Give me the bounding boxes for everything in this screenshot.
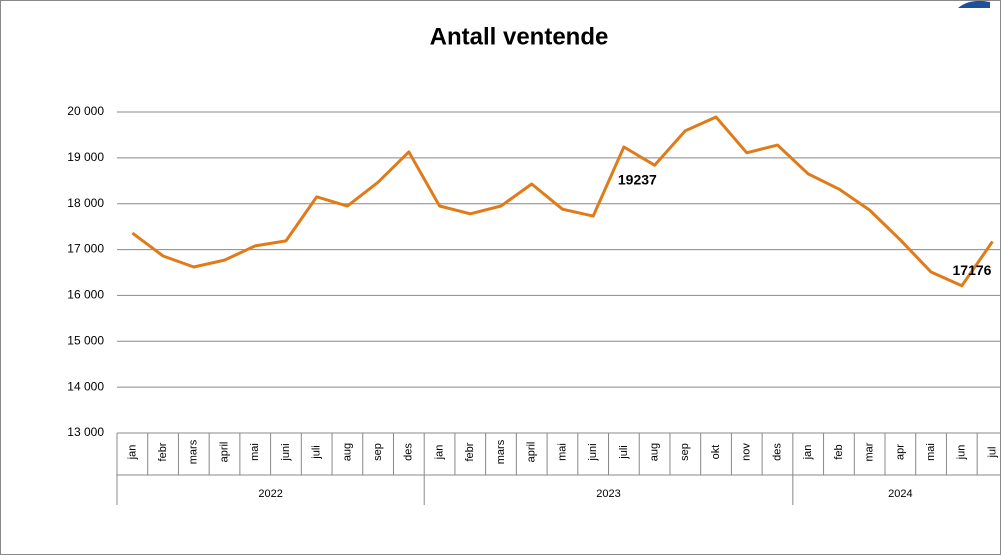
y-tick-label: 15 000: [67, 333, 104, 347]
x-tick-label: feb: [833, 444, 845, 459]
x-tick-label: mars: [188, 439, 200, 464]
x-tick-label: sep: [372, 443, 384, 461]
x-tick-label: mar: [864, 442, 876, 461]
x-tick-label: jun: [956, 445, 968, 461]
logo-fragment: [958, 0, 990, 8]
y-tick-label: 16 000: [67, 288, 104, 302]
y-tick-label: 18 000: [67, 196, 104, 210]
x-tick-label: febr: [157, 442, 169, 461]
x-tick-label: juni: [587, 443, 599, 461]
data-label: 19237: [618, 172, 657, 188]
x-tick-label: febr: [464, 442, 476, 461]
x-tick-label: jan: [126, 445, 138, 461]
x-tick-label: jan: [802, 445, 814, 461]
x-tick-label: okt: [710, 445, 722, 460]
x-tick-label: aug: [649, 443, 661, 461]
x-tick-label: mai: [249, 443, 261, 461]
x-tick-label: nov: [741, 443, 753, 461]
x-tick-label: mai: [556, 443, 568, 461]
x-tick-label: juli: [618, 445, 630, 459]
y-tick-label: 17 000: [67, 242, 104, 256]
group-label: 2022: [258, 488, 282, 500]
x-tick-label: des: [403, 443, 415, 461]
x-tick-label: mars: [495, 439, 507, 464]
x-tick-label: april: [218, 442, 230, 463]
x-tick-label: des: [771, 443, 783, 461]
x-tick-label: apr: [894, 444, 906, 460]
group-label: 2024: [888, 488, 912, 500]
y-tick-label: 13 000: [67, 425, 104, 439]
y-tick-label: 20 000: [67, 104, 104, 118]
x-tick-label: mai: [925, 443, 937, 461]
x-tick-label: juni: [280, 443, 292, 461]
x-tick-label: sep: [679, 443, 691, 461]
x-tick-label: jan: [433, 445, 445, 461]
group-label: 2023: [596, 488, 620, 500]
line: [131, 115, 994, 288]
y-tick-label: 14 000: [67, 379, 104, 393]
x-tick-label: april: [526, 442, 538, 463]
x-tick-label: aug: [341, 443, 353, 461]
x-tick-label: jul: [986, 446, 998, 458]
x-tick-label: juli: [311, 445, 323, 459]
y-tick-label: 19 000: [67, 150, 104, 164]
chart-title: Antall ventende: [430, 23, 609, 50]
data-label: 17176: [953, 262, 992, 278]
